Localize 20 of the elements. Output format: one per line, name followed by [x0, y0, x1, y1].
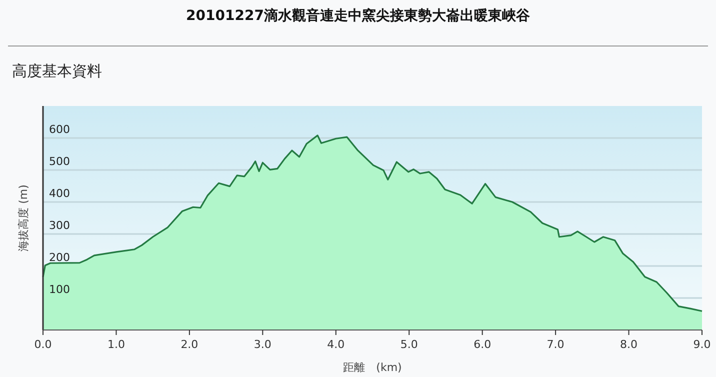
y-tick-label: 200	[49, 251, 70, 264]
x-tick-label: 6.0	[474, 338, 492, 351]
x-axis-title: 距離 (km)	[343, 361, 402, 374]
chart-subtitle: 高度基本資料	[12, 62, 102, 80]
y-tick-label: 500	[49, 155, 70, 168]
x-tick-label: 4.0	[327, 338, 345, 351]
x-tick-label: 1.0	[107, 338, 125, 351]
x-tick-label: 3.0	[254, 338, 272, 351]
x-tick-label: 2.0	[180, 338, 198, 351]
y-tick-label: 300	[49, 219, 70, 232]
y-tick-label: 600	[49, 123, 70, 136]
x-tick-label: 7.0	[546, 338, 564, 351]
x-tick-label: 0.0	[34, 338, 52, 351]
chart-title: 20101227滴水觀音連走中窯尖接東勢大崙出暖東峽谷	[186, 7, 531, 24]
y-tick-label: 100	[49, 283, 70, 296]
x-tick-label: 9.0	[693, 338, 711, 351]
y-tick-label: 400	[49, 187, 70, 200]
x-tick-label: 5.0	[400, 338, 418, 351]
x-tick-label: 8.0	[620, 338, 638, 351]
y-axis-title: 海拔高度 (m)	[17, 184, 30, 252]
